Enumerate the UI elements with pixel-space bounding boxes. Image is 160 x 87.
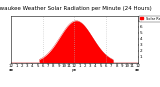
Text: Milwaukee Weather Solar Radiation per Minute (24 Hours): Milwaukee Weather Solar Radiation per Mi… [0, 6, 152, 11]
Legend: Solar Rad.: Solar Rad. [139, 16, 160, 22]
